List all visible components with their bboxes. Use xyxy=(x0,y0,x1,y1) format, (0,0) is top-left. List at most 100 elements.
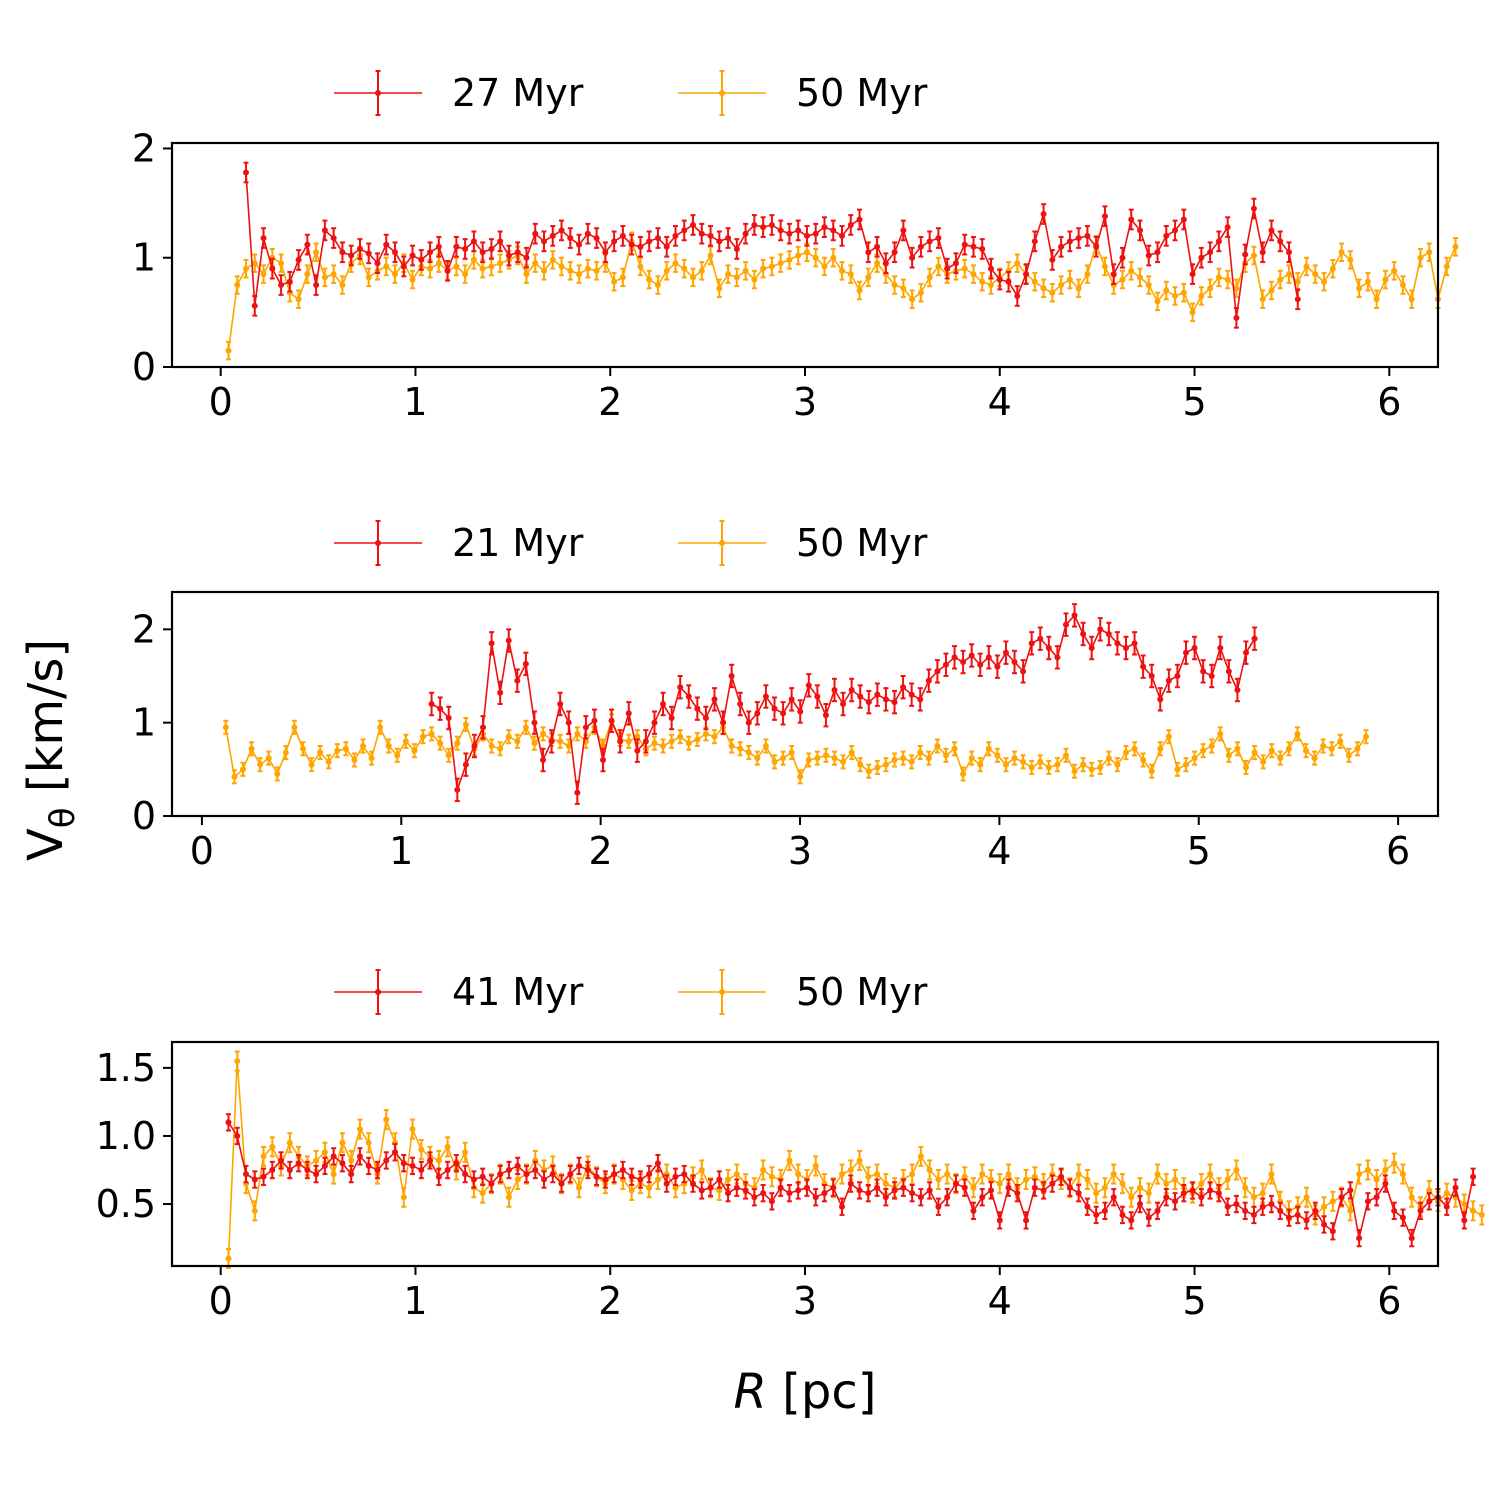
data-point xyxy=(505,733,512,740)
data-point xyxy=(593,267,600,274)
data-point xyxy=(1356,1171,1363,1178)
data-point xyxy=(394,752,401,759)
data-point xyxy=(821,263,828,270)
data-point xyxy=(1110,271,1117,278)
data-point xyxy=(891,249,898,256)
data-point xyxy=(1062,752,1069,759)
data-point xyxy=(1037,758,1044,765)
data-point xyxy=(409,276,416,283)
data-point xyxy=(830,227,837,234)
legend: 41 Myr 50 Myr xyxy=(334,969,928,1015)
data-point xyxy=(944,1194,951,1201)
data-point xyxy=(1250,205,1257,212)
data-point xyxy=(392,249,399,256)
data-point xyxy=(265,755,272,762)
data-point xyxy=(1049,1180,1056,1187)
data-point xyxy=(1312,271,1319,278)
data-point xyxy=(925,755,932,762)
data-point xyxy=(646,276,653,283)
data-point xyxy=(453,263,460,270)
data-point xyxy=(1101,1207,1108,1214)
data-point xyxy=(1128,216,1135,223)
legend-marker xyxy=(375,90,381,96)
data-point xyxy=(1128,267,1135,274)
x-tick-label: 0 xyxy=(190,829,214,873)
data-point xyxy=(619,232,626,239)
data-point xyxy=(716,1176,723,1183)
data-point xyxy=(602,1176,609,1183)
data-point xyxy=(1408,1235,1415,1242)
data-point xyxy=(1189,1187,1196,1194)
data-point xyxy=(874,243,881,250)
data-point xyxy=(1165,733,1172,740)
data-point xyxy=(514,677,521,684)
data-point xyxy=(558,1180,565,1187)
data-point xyxy=(365,1139,372,1146)
data-point xyxy=(567,1171,574,1178)
data-point xyxy=(1426,249,1433,256)
data-point xyxy=(733,245,740,252)
data-point xyxy=(1224,1176,1231,1183)
data-point xyxy=(619,274,626,281)
data-point xyxy=(909,1171,916,1178)
data-point xyxy=(540,730,547,737)
data-point xyxy=(1054,654,1061,661)
data-point xyxy=(1198,292,1205,299)
data-point xyxy=(1028,764,1035,771)
data-point xyxy=(1014,260,1021,267)
data-point xyxy=(1259,296,1266,303)
data-point xyxy=(698,1187,705,1194)
series-21-myr xyxy=(428,603,1258,805)
data-point xyxy=(1005,1171,1012,1178)
data-point xyxy=(865,1173,872,1180)
data-point xyxy=(961,1173,968,1180)
data-point xyxy=(1045,764,1052,771)
data-point xyxy=(1154,298,1161,305)
data-point xyxy=(549,256,556,263)
data-point xyxy=(725,1190,732,1197)
data-point xyxy=(1354,745,1361,752)
data-point xyxy=(698,230,705,237)
data-point xyxy=(1285,745,1292,752)
data-point xyxy=(1172,227,1179,234)
data-point xyxy=(234,1058,241,1065)
data-point xyxy=(523,254,530,261)
data-point xyxy=(418,1167,425,1173)
data-point xyxy=(1031,1184,1038,1191)
data-point xyxy=(690,1180,697,1187)
data-point xyxy=(400,1194,407,1201)
data-point xyxy=(814,755,821,762)
data-point xyxy=(762,743,769,749)
data-point xyxy=(435,1173,442,1180)
data-point xyxy=(1154,249,1161,256)
data-point xyxy=(608,717,615,724)
data-point xyxy=(269,1167,276,1173)
data-point xyxy=(847,1167,854,1173)
data-point xyxy=(251,302,258,309)
data-point xyxy=(1382,276,1389,283)
data-point xyxy=(1062,621,1069,628)
data-point xyxy=(234,282,241,289)
data-point xyxy=(996,1180,1003,1187)
data-point xyxy=(368,755,375,762)
data-point xyxy=(574,789,581,796)
data-point xyxy=(1426,1187,1433,1194)
data-point xyxy=(672,1184,679,1191)
data-point xyxy=(988,282,995,289)
data-point xyxy=(1131,640,1138,647)
data-point xyxy=(1242,1184,1249,1191)
data-point xyxy=(994,752,1001,759)
data-point xyxy=(1137,1201,1144,1208)
data-point xyxy=(917,289,924,296)
data-point xyxy=(225,1119,232,1126)
data-point xyxy=(304,1167,311,1173)
data-point xyxy=(269,265,276,272)
data-point xyxy=(558,227,565,234)
data-point xyxy=(427,1157,434,1164)
data-point xyxy=(1189,309,1196,316)
data-point xyxy=(541,238,548,245)
data-point xyxy=(374,260,381,267)
legend-marker xyxy=(375,989,381,995)
data-point xyxy=(339,1139,346,1146)
